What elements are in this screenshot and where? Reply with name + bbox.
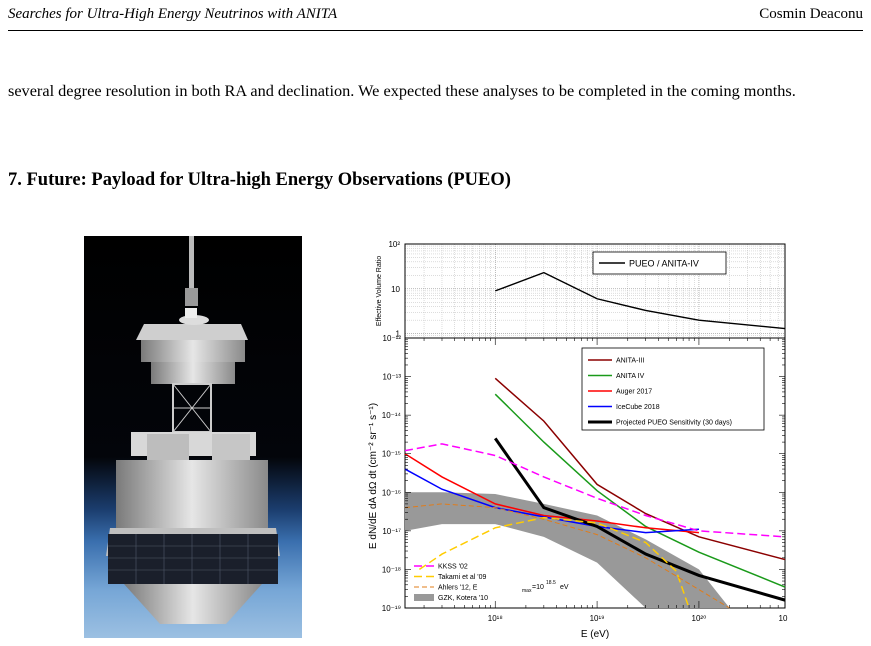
flux-series-line [404,503,730,609]
legend-ahlers-sub: max [522,588,532,594]
legend-label: ANITA-III [616,358,644,365]
gzk-band [405,492,730,608]
flux-series-line [494,393,786,588]
flux-ytick-label: 10⁻¹⁸ [382,565,401,574]
flux-ylabel: E dN/dE dA dΩ dt (cm⁻² sr⁻¹ s⁻¹) [368,403,379,549]
legend-label: KKSS '02 [438,564,468,571]
ratio-legend-label: PUEO / ANITA-IV [629,259,699,269]
flux-xlabel: E (eV) [581,629,609,640]
running-header: Searches for Ultra-High Energy Neutrinos… [8,0,863,31]
ratio-panel: 10² 10 1 Effective Volume Ratio PUEO / ANI… [376,240,786,339]
flux-legend-bottom: KKSS '02 Takami et al '09 Ahlers '12, E GZK… [414,564,569,602]
ratio-ytick-label: 10 [391,285,400,294]
legend-label: Auger 2017 [616,389,652,396]
legend-ahlers-exp: 18.5 [546,580,556,586]
flux-ytick-label: 10⁻¹⁵ [382,450,401,459]
flux-ytick-label: 10⁻¹⁶ [382,488,401,497]
flux-series-line [494,377,786,561]
ratio-ytick-label: 1 [396,330,401,339]
ratio-series-line [494,271,786,330]
flux-xtick-label: 10 [779,614,788,623]
legend-label: Ahlers '12, E [438,585,478,592]
legend-label: ANITA IV [616,373,645,380]
flux-ytick-label: 10⁻¹⁷ [382,527,401,536]
flux-series-line [404,453,699,534]
flux-series-line [418,516,690,609]
flux-xtick-label: 10²⁰ [692,614,707,623]
legend-ahlers-value: =10 [532,584,544,591]
flux-xtick-label: 10¹⁸ [488,614,503,623]
flux-legend-top: ANITA-III ANITA IV Auger 2017 IceCube 2018 P… [581,347,765,431]
legend-swatch [414,594,434,601]
flux-panel: 10⁻¹² 10⁻¹³ 10⁻¹⁴ 10⁻¹⁵ 10⁻¹⁶ 10⁻¹⁷ 10⁻¹⁸ 10⁻¹⁹… [368,334,788,640]
legend-ahlers-unit: eV [560,584,569,591]
legend-label: Takami et al '09 [438,574,487,581]
flux-ytick-label: 10⁻¹⁴ [382,411,402,420]
pueo-payload-image [84,236,302,638]
body-paragraph: several degree resolution in both RA and… [8,81,796,100]
flux-series-line [494,437,786,602]
legend-label: Projected PUEO Sensitivity (30 days) [616,420,732,427]
flux-series-line [404,443,786,538]
sensitivity-chart: 10² 10 1 Effective Volume Ratio PUEO / ANI… [368,240,788,640]
legend-label: GZK, Kotera '10 [438,595,488,602]
ratio-ylabel: Effective Volume Ratio [376,256,383,326]
section-heading: 7. Future: Payload for Ultra-high Energy… [8,170,511,190]
author-name: Cosmin Deaconu [759,6,863,22]
paper-title: Searches for Ultra-High Energy Neutrinos… [8,6,338,22]
ratio-ytick-label: 10² [388,240,400,249]
flux-ytick-label: 10⁻¹³ [383,373,402,382]
flux-ytick-label: 10⁻¹² [383,334,402,343]
flux-xtick-label: 10¹⁹ [590,614,605,623]
flux-ytick-label: 10⁻¹⁹ [382,604,401,613]
legend-label: IceCube 2018 [616,404,660,411]
